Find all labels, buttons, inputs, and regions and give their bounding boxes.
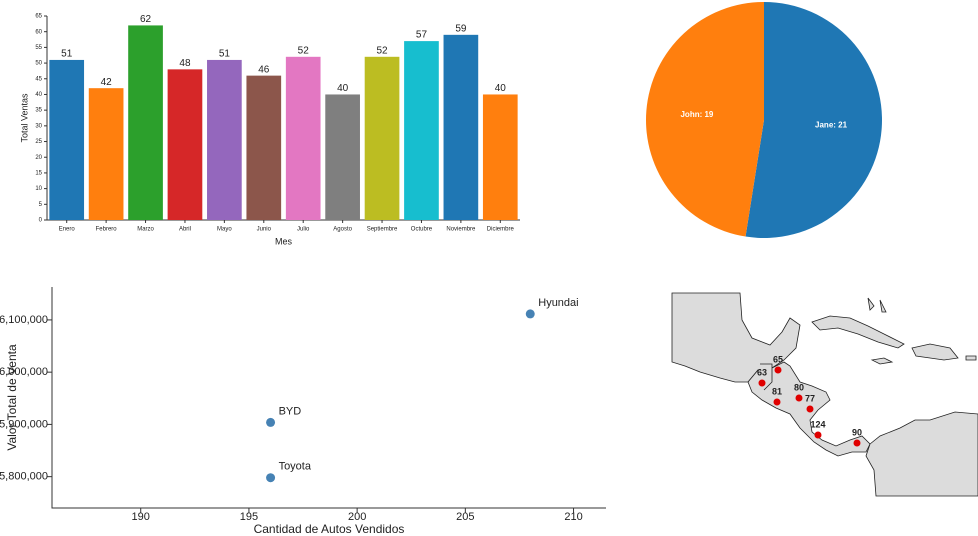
value-label: 52: [298, 45, 310, 56]
value-label: 51: [219, 49, 231, 60]
x-tick-label: Mayo: [217, 227, 232, 233]
y-tick-label: 5: [39, 202, 43, 208]
x-tick-label: Octubre: [411, 227, 433, 233]
point-label: Hyundai: [538, 297, 578, 309]
map-point-label: 90: [852, 427, 862, 437]
x-tick-label: Diciembre: [487, 227, 515, 233]
land-mexico: [671, 292, 801, 383]
bar: [443, 34, 479, 221]
x-tick-label: Agosto: [333, 227, 352, 233]
map-land: [671, 292, 978, 497]
y-tick-label: 40: [35, 92, 42, 98]
x-tick-label: 195: [240, 511, 258, 523]
map-point: [853, 439, 861, 447]
x-tick-label: 210: [564, 511, 582, 523]
bar: [207, 59, 242, 220]
x-tick-label: Febrero: [96, 227, 118, 233]
value-label: 51: [61, 49, 73, 60]
y-tick-label: 30: [35, 123, 42, 129]
value-label: 40: [495, 83, 507, 94]
slice-label: John: 19: [680, 110, 713, 119]
y-tick-label: 10: [35, 186, 42, 192]
value-label: 62: [140, 14, 152, 25]
land-bahamas: [867, 297, 887, 313]
map-point-label: 65: [773, 354, 783, 364]
point-label: BYD: [279, 405, 302, 417]
map-point-label: 124: [810, 419, 825, 429]
map-point-label: 80: [794, 382, 804, 392]
map-point: [773, 398, 781, 406]
y-tick-label: 6,100,000: [0, 314, 48, 326]
bar: [364, 56, 400, 220]
bar: [49, 59, 85, 220]
point-label: Toyota: [279, 461, 312, 473]
y-tick-label: 60: [35, 29, 42, 35]
bar: [246, 75, 282, 220]
point: [525, 309, 535, 319]
value-label: 40: [337, 83, 349, 94]
x-tick-label: Junio: [257, 227, 272, 233]
y-tick-label: 6,000,000: [0, 366, 48, 378]
axes: [51, 287, 606, 509]
y-tick-label: 0: [39, 218, 43, 224]
x-axis-title: Cantidad de Autos Vendidos: [254, 522, 405, 536]
y-tick-label: 5,800,000: [0, 471, 48, 483]
value-label: 52: [376, 45, 388, 56]
point: [266, 473, 276, 483]
map-point-label: 81: [772, 386, 782, 396]
land-puerto-rico: [965, 355, 977, 361]
value-label: 57: [416, 30, 428, 41]
point: [266, 417, 276, 427]
x-axis-title: Mes: [275, 236, 293, 246]
land-cuba: [811, 315, 905, 349]
pie-slice: [645, 2, 764, 237]
x-tick-label: Julio: [297, 227, 310, 233]
value-label: 42: [101, 77, 113, 88]
slice-label: Jane: 21: [815, 120, 848, 129]
y-tick-label: 55: [35, 45, 42, 51]
y-tick-label: 25: [35, 139, 42, 145]
map-point: [774, 366, 782, 374]
land-south-america: [865, 411, 978, 497]
x-tick-label: 190: [132, 511, 150, 523]
land-hispaniola: [911, 343, 959, 361]
y-tick-label: 15: [35, 171, 42, 177]
y-tick-label: 65: [35, 14, 42, 20]
y-axis-title: Valor Total de Venta: [5, 344, 19, 451]
x-tick-label: Abril: [179, 227, 191, 233]
bar: [285, 56, 321, 220]
x-tick-label: 200: [348, 511, 366, 523]
map-point-label: 63: [757, 367, 767, 377]
x-tick-label: Marzo: [137, 227, 154, 233]
map-point: [795, 394, 803, 402]
x-tick-label: Noviembre: [446, 227, 476, 233]
value-label: 46: [258, 64, 270, 75]
map-point: [758, 379, 766, 387]
land-jamaica: [870, 357, 894, 365]
value-label: 59: [455, 23, 467, 34]
y-tick-label: 35: [35, 108, 42, 114]
x-tick-label: 205: [456, 511, 474, 523]
pie-slice: [745, 2, 882, 238]
x-tick-label: Enero: [59, 227, 76, 233]
y-axis-title: Total Ventas: [19, 93, 29, 143]
bar: [482, 94, 518, 220]
y-tick-label: 50: [35, 61, 42, 67]
y-tick-label: 45: [35, 76, 42, 82]
bar: [325, 94, 360, 220]
y-tick-label: 20: [35, 155, 42, 161]
value-label: 48: [179, 58, 191, 69]
map-point: [814, 431, 822, 439]
map-point: [806, 405, 814, 413]
bar: [88, 88, 124, 220]
bar: [128, 25, 163, 220]
bar: [167, 69, 203, 220]
x-tick-label: Septiembre: [367, 227, 398, 233]
y-tick-label: 5,900,000: [0, 418, 48, 430]
bar: [404, 41, 439, 220]
map-point-label: 77: [805, 393, 815, 403]
